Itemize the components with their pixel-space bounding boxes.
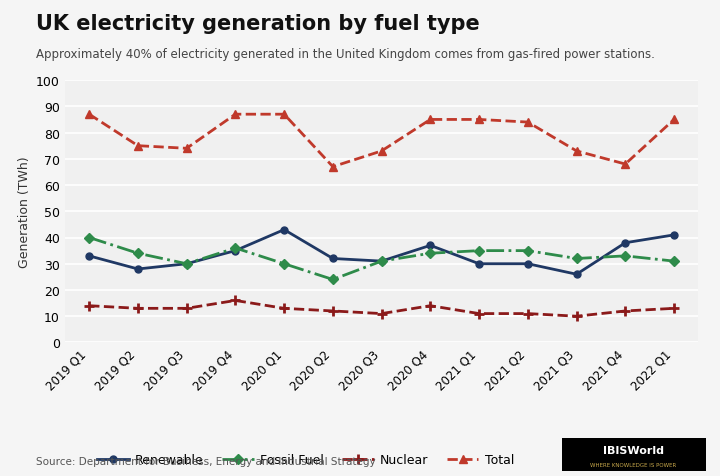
Text: Approximately 40% of electricity generated in the United Kingdom comes from gas-: Approximately 40% of electricity generat… <box>36 48 655 60</box>
Total <box>280 112 289 118</box>
Fossil Fuel <box>572 256 581 262</box>
Text: UK electricity generation by fuel type: UK electricity generation by fuel type <box>36 14 480 34</box>
Nuclear <box>85 303 94 309</box>
Nuclear <box>523 311 532 317</box>
Fossil Fuel <box>231 246 240 251</box>
Nuclear <box>426 303 435 309</box>
Renewable <box>134 267 143 272</box>
Total <box>426 118 435 123</box>
Y-axis label: Generation (TWh): Generation (TWh) <box>17 156 30 268</box>
Renewable <box>328 256 337 262</box>
Nuclear <box>621 308 629 314</box>
Fossil Fuel <box>328 277 337 283</box>
Fossil Fuel <box>182 261 191 267</box>
Renewable <box>572 272 581 278</box>
Renewable <box>523 261 532 267</box>
Renewable <box>280 228 289 233</box>
Total <box>328 165 337 170</box>
Renewable <box>85 253 94 259</box>
Renewable <box>474 261 483 267</box>
Nuclear <box>474 311 483 317</box>
Nuclear <box>182 306 191 312</box>
Legend: Renewable, Fossil Fuel, Nuclear, Total: Renewable, Fossil Fuel, Nuclear, Total <box>92 448 519 471</box>
Nuclear <box>280 306 289 312</box>
Line: Total: Total <box>85 111 678 171</box>
Fossil Fuel <box>670 259 678 265</box>
Nuclear <box>134 306 143 312</box>
Total <box>670 118 678 123</box>
Total <box>523 120 532 126</box>
Total <box>621 162 629 168</box>
Line: Fossil Fuel: Fossil Fuel <box>86 235 678 283</box>
Total <box>572 149 581 155</box>
Nuclear <box>670 306 678 312</box>
Fossil Fuel <box>523 248 532 254</box>
Total <box>377 149 386 155</box>
Nuclear <box>572 314 581 319</box>
Total <box>85 112 94 118</box>
Total <box>474 118 483 123</box>
Renewable <box>377 259 386 265</box>
Nuclear <box>377 311 386 317</box>
Fossil Fuel <box>621 253 629 259</box>
Text: WHERE KNOWLEDGE IS POWER: WHERE KNOWLEDGE IS POWER <box>590 462 677 467</box>
Fossil Fuel <box>134 251 143 257</box>
Renewable <box>182 261 191 267</box>
Fossil Fuel <box>85 235 94 241</box>
Renewable <box>621 240 629 246</box>
Renewable <box>231 248 240 254</box>
Total <box>134 144 143 149</box>
Fossil Fuel <box>426 251 435 257</box>
Line: Renewable: Renewable <box>86 227 678 278</box>
Fossil Fuel <box>280 261 289 267</box>
Fossil Fuel <box>377 259 386 265</box>
Renewable <box>670 233 678 238</box>
Text: Source: Department for Business, Energy and Industrial Strategy: Source: Department for Business, Energy … <box>36 456 376 466</box>
Text: IBISWorld: IBISWorld <box>603 445 664 455</box>
Nuclear <box>231 298 240 304</box>
Line: Nuclear: Nuclear <box>84 296 679 321</box>
Fossil Fuel <box>474 248 483 254</box>
Total <box>231 112 240 118</box>
Nuclear <box>328 308 337 314</box>
Total <box>182 146 191 152</box>
Renewable <box>426 243 435 249</box>
